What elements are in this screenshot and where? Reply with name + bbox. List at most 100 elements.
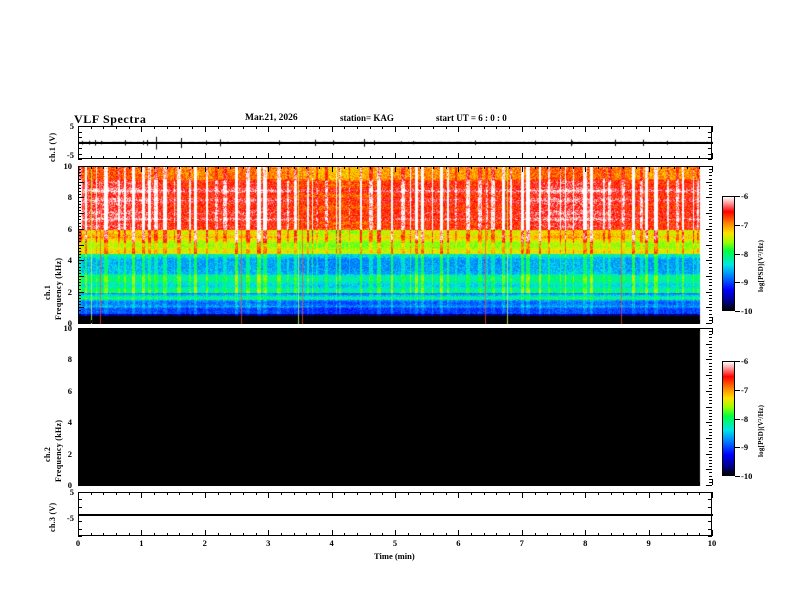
freq-tick [706, 213, 712, 215]
x-tick [154, 533, 156, 536]
colorbar-tick-label: -9 [741, 442, 749, 453]
x-tick [623, 320, 625, 323]
x-tick [204, 317, 206, 323]
freq-tick-label: 8 [67, 354, 72, 365]
x-tick [699, 492, 701, 495]
x-tick [458, 317, 460, 323]
freq-tick [78, 203, 81, 205]
freq-tick [78, 456, 81, 458]
x-tick [192, 126, 194, 129]
freq-tick [709, 313, 712, 315]
freq-tick [78, 225, 81, 227]
x-tick [90, 126, 92, 129]
x-tick [521, 126, 523, 132]
colorbar-tick [735, 389, 740, 391]
freq-tick [709, 294, 712, 296]
x-tick [585, 328, 587, 334]
x-tick [420, 156, 422, 159]
x-tick [204, 126, 206, 132]
x-tick [116, 320, 117, 323]
x-tick [280, 126, 282, 129]
x-tick [445, 328, 447, 331]
freq-tick [709, 203, 712, 205]
x-tick [686, 482, 688, 485]
x-tick [661, 156, 663, 159]
x-tick [674, 533, 675, 536]
x-tick [661, 320, 663, 323]
x-tick [90, 482, 92, 485]
wave-tick [78, 126, 82, 127]
freq-tick [709, 225, 712, 227]
freq-tick [78, 368, 81, 370]
freq-tick [709, 188, 712, 189]
freq-tick-label: 6 [67, 223, 72, 234]
x-tick [382, 126, 384, 129]
x-tick [585, 153, 587, 159]
x-tick [395, 126, 396, 132]
wave-tick [708, 159, 712, 160]
x-tick [686, 492, 688, 495]
x-tick [318, 482, 320, 485]
freq-tick [78, 282, 81, 284]
ch3-waveform-trace [79, 514, 713, 516]
x-tick [116, 492, 117, 495]
x-tick [521, 479, 523, 485]
wave-tick [78, 142, 82, 144]
freq-tick [709, 263, 712, 265]
x-tick [382, 482, 384, 485]
x-tick [318, 328, 320, 331]
x-tick [610, 492, 612, 495]
x-tick-label: 5 [392, 538, 398, 548]
x-tick [534, 320, 536, 323]
x-tick [496, 482, 498, 485]
x-tick [217, 156, 219, 159]
x-tick [483, 482, 485, 485]
x-tick [90, 166, 92, 169]
x-tick [255, 166, 257, 169]
x-tick [242, 320, 244, 323]
x-tick [344, 533, 346, 536]
freq-tick [78, 244, 84, 246]
wave-tick [708, 528, 712, 530]
x-tick [382, 320, 384, 323]
freq-tick [78, 437, 84, 439]
x-tick [395, 328, 396, 334]
x-tick [559, 328, 561, 331]
freq-tick [78, 463, 81, 464]
x-tick [369, 156, 371, 159]
x-tick [635, 166, 637, 169]
freq-tick [709, 172, 712, 174]
freq-tick [709, 409, 712, 411]
x-tick [103, 320, 105, 323]
x-tick [331, 328, 333, 334]
x-tick [255, 482, 257, 485]
x-tick [509, 126, 511, 129]
freq-tick [709, 434, 712, 436]
freq-tick [709, 253, 712, 255]
x-tick [331, 492, 333, 498]
freq-tick-label: 4 [67, 417, 72, 428]
freq-tick [706, 469, 712, 471]
x-tick [712, 492, 713, 498]
freq-tick [78, 387, 81, 389]
x-tick [192, 166, 194, 169]
x-tick [471, 156, 473, 159]
wave-tick [78, 159, 82, 160]
x-tick [635, 533, 637, 536]
freq-tick [709, 459, 712, 461]
freq-tick [709, 356, 712, 358]
x-tick [597, 533, 599, 536]
freq-tick [78, 353, 81, 355]
freq-tick [78, 222, 81, 224]
x-tick [674, 166, 675, 169]
freq-tick [78, 419, 81, 421]
x-tick [509, 482, 511, 485]
x-tick [445, 482, 447, 485]
x-tick [154, 320, 156, 323]
ch1-colorbar [722, 196, 735, 311]
freq-tick [709, 250, 712, 252]
freq-tick [78, 307, 84, 309]
x-tick [268, 530, 270, 536]
freq-tick [709, 169, 712, 171]
